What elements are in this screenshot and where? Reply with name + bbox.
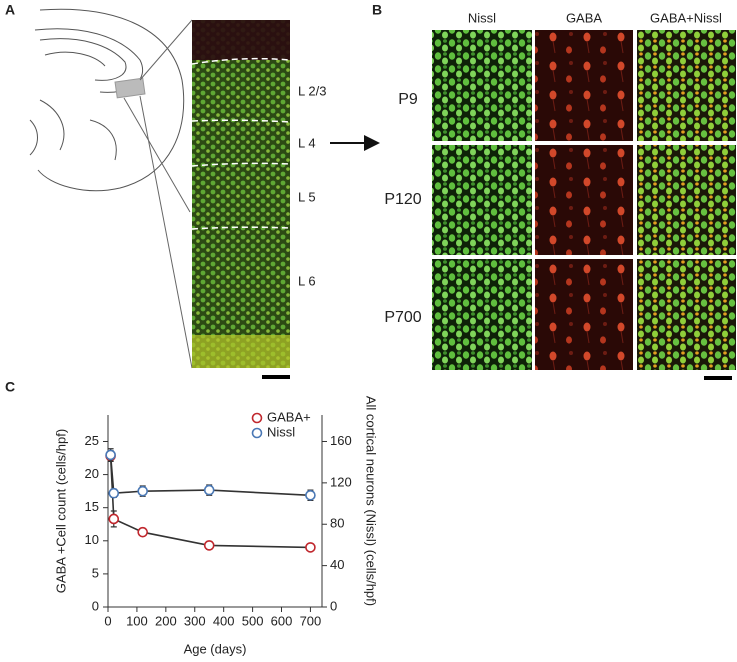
layer-label: L 4 [298,135,316,150]
data-point [108,487,120,499]
data-point [137,485,149,497]
row-label: P9 [398,91,418,108]
brain-schematic [29,8,193,369]
x-tick-label: 600 [271,613,293,628]
y-tick-label: 0 [92,598,99,613]
y2-tick-label: 80 [330,516,344,531]
x-tick-label: 100 [126,613,148,628]
panel-label: B [372,2,382,18]
x-tick-label: 300 [184,613,206,628]
x-tick-label: 400 [213,613,235,628]
y2-tick-label: 0 [330,598,337,613]
data-point [137,526,149,538]
data-point [203,540,215,551]
y-tick-label: 25 [85,433,99,448]
legend-marker [251,427,263,439]
y-tick-label: 15 [85,499,99,514]
column-header: GABA [566,10,602,25]
x-tick-label: 700 [300,613,322,628]
y-axis-label: GABA +Cell count (cells/hpf) [53,429,68,593]
data-point [305,489,316,501]
layer-label: L 6 [298,273,316,288]
legend-label: Nissl [267,424,295,439]
y2-tick-label: 160 [330,433,352,448]
row-label: P700 [384,309,421,326]
legend-marker [251,412,263,424]
chart: 0 5 10 15 20 25 0 40 80 120 160 0 100 200 300 400 500 600… [53,396,378,657]
white-matter [192,335,290,368]
micrograph-grid [432,30,736,370]
x-tick-label: 500 [242,613,264,628]
y-tick-label: 20 [85,466,99,481]
row-label: P120 [384,191,421,208]
data-point [203,484,215,496]
cortex-surface [192,20,290,60]
layer-label: L 5 [298,189,316,204]
x-axis-label: Age (days) [184,641,247,656]
cortex-image [192,20,290,368]
y-tick-label: 10 [85,532,99,547]
layer-label: L 2/3 [298,83,326,98]
data-point [105,449,116,461]
panel-label: A [5,2,15,18]
y-tick-label: 5 [92,565,99,580]
y2-axis-label: All cortical neurons (Nissl) (cells/hpf) [364,396,379,606]
data-point [305,542,316,553]
y2-tick-label: 120 [330,474,352,489]
panel-label: C [5,379,15,395]
legend-label: GABA+ [267,409,311,424]
column-header: GABA+Nissl [650,10,722,25]
data-point [108,513,120,525]
column-header: Nissl [468,10,496,25]
y2-tick-label: 40 [330,557,344,572]
x-tick-label: 0 [104,613,111,628]
x-tick-label: 200 [155,613,177,628]
